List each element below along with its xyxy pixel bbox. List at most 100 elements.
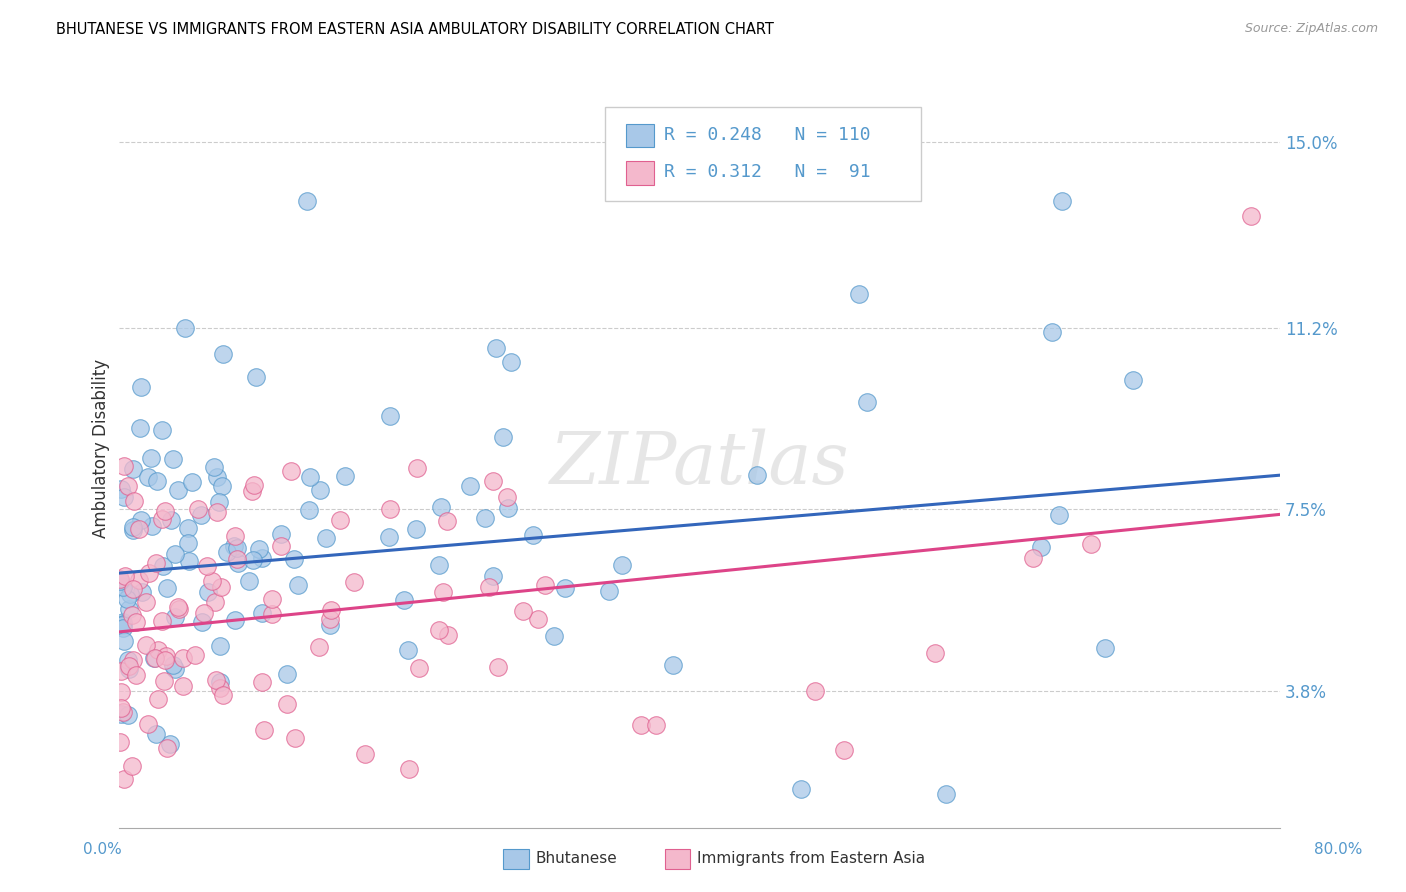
Text: 0.0%: 0.0%: [83, 842, 122, 856]
Point: [118, 602, 141, 616]
Point: [156, 741, 179, 756]
Point: [343, 574, 366, 589]
Point: [110, 483, 132, 497]
Point: [139, 451, 162, 466]
Point: [118, 587, 141, 601]
Point: [224, 529, 246, 543]
Point: [250, 606, 273, 620]
Point: [496, 491, 519, 505]
Point: [112, 772, 135, 786]
Point: [247, 542, 270, 557]
Point: [224, 613, 246, 627]
Point: [333, 469, 356, 483]
Point: [243, 478, 266, 492]
Point: [496, 500, 519, 515]
Point: [117, 708, 139, 723]
Point: [110, 684, 132, 698]
Point: [157, 830, 180, 845]
Point: [543, 629, 565, 643]
Point: [610, 558, 633, 572]
Point: [1240, 209, 1263, 223]
Point: [167, 483, 190, 498]
Point: [143, 651, 166, 665]
Point: [202, 460, 225, 475]
Point: [118, 662, 141, 676]
Point: [262, 592, 284, 607]
Point: [662, 657, 685, 672]
Point: [177, 554, 200, 568]
Point: [146, 474, 169, 488]
Point: [110, 701, 132, 715]
Point: [148, 692, 170, 706]
Point: [115, 591, 138, 606]
Point: [114, 569, 136, 583]
Point: [298, 503, 321, 517]
Point: [1047, 508, 1070, 522]
Point: [226, 556, 249, 570]
Point: [834, 742, 856, 756]
Point: [437, 628, 460, 642]
Point: [117, 479, 139, 493]
Point: [187, 502, 209, 516]
Point: [240, 484, 263, 499]
Point: [429, 558, 451, 573]
Point: [308, 640, 330, 654]
Point: [392, 593, 415, 607]
Point: [276, 698, 298, 712]
Point: [211, 479, 233, 493]
Point: [181, 475, 204, 489]
Point: [131, 380, 153, 394]
Point: [790, 781, 813, 796]
Point: [283, 552, 305, 566]
Point: [1022, 551, 1045, 566]
Point: [492, 430, 515, 444]
Point: [432, 585, 454, 599]
Point: [253, 723, 276, 737]
Point: [145, 556, 167, 570]
Point: [250, 674, 273, 689]
Point: [163, 662, 186, 676]
Point: [160, 514, 183, 528]
Text: BHUTANESE VS IMMIGRANTS FROM EASTERN ASIA AMBULATORY DISABILITY CORRELATION CHAR: BHUTANESE VS IMMIGRANTS FROM EASTERN ASI…: [56, 22, 775, 37]
Point: [150, 512, 173, 526]
Point: [804, 683, 827, 698]
Point: [165, 609, 187, 624]
Point: [329, 513, 352, 527]
Point: [427, 623, 450, 637]
Point: [111, 617, 134, 632]
Point: [162, 658, 184, 673]
Point: [378, 530, 401, 544]
Point: [1029, 541, 1052, 555]
Point: [205, 470, 228, 484]
Point: [108, 735, 131, 749]
Point: [128, 573, 150, 587]
Point: [117, 653, 139, 667]
Point: [380, 409, 402, 423]
Point: [534, 578, 557, 592]
Point: [121, 608, 143, 623]
Point: [522, 528, 544, 542]
Point: [924, 647, 946, 661]
Point: [122, 653, 145, 667]
Point: [297, 194, 319, 208]
Point: [111, 579, 134, 593]
Point: [485, 341, 508, 355]
Point: [280, 464, 302, 478]
Point: [406, 461, 429, 475]
Point: [217, 545, 239, 559]
Point: [121, 582, 143, 596]
Text: ZIPatlas: ZIPatlas: [550, 428, 849, 499]
Point: [284, 731, 307, 746]
Point: [1050, 194, 1073, 208]
Point: [212, 689, 235, 703]
Point: [226, 541, 249, 555]
Point: [319, 618, 342, 632]
Point: [190, 508, 212, 523]
Point: [405, 523, 427, 537]
Point: [315, 531, 337, 545]
Point: [167, 600, 190, 615]
Y-axis label: Ambulatory Disability: Ambulatory Disability: [93, 359, 110, 538]
Point: [208, 639, 231, 653]
Point: [205, 505, 228, 519]
Point: [512, 603, 534, 617]
